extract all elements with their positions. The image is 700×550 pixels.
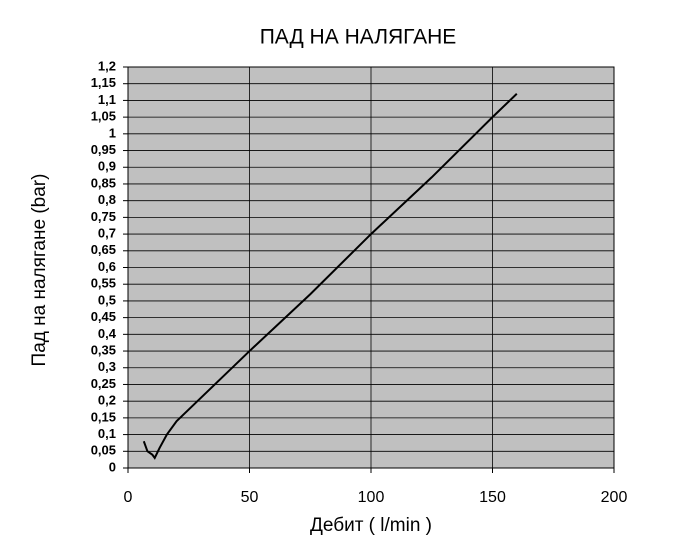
y-tick-label: 0 — [109, 459, 116, 474]
chart-title: ПАД НА НАЛЯГАНЕ — [260, 26, 457, 49]
x-tick-label: 150 — [479, 489, 506, 506]
y-tick-label: 0,75 — [91, 209, 116, 224]
x-tick-label: 200 — [601, 489, 628, 506]
y-tick-label: 0,15 — [91, 409, 116, 424]
y-tick-label: 1,15 — [91, 75, 116, 90]
y-tick-label: 0,65 — [91, 242, 116, 257]
y-tick-label: 0,3 — [98, 359, 116, 374]
line — [142, 93, 518, 460]
y-tick-label: 0,2 — [98, 393, 116, 408]
x-tick-label: 100 — [358, 489, 385, 506]
x-tick-label: 0 — [124, 489, 133, 506]
y-tick-label: 1,05 — [91, 109, 116, 124]
y-tick-label: 0,7 — [98, 226, 116, 241]
x-axis-label: Дебит ( l/min ) — [310, 515, 432, 536]
y-tick-label: 0,45 — [91, 309, 116, 324]
y-tick-label: 0,5 — [98, 292, 116, 307]
y-tick-label: 0,55 — [91, 276, 116, 291]
y-tick-label: 0,95 — [91, 142, 116, 157]
y-tick-label: 0,25 — [91, 376, 116, 391]
y-tick-label: 0,85 — [91, 175, 116, 190]
y-tick-label: 0,4 — [98, 326, 117, 341]
y-tick-label: 0,8 — [98, 192, 116, 207]
y-tick-label: 0,1 — [98, 426, 116, 441]
y-tick-label: 0,35 — [91, 342, 116, 357]
y-tick-label: 1,2 — [98, 58, 116, 73]
x-tick-label: 50 — [241, 489, 259, 506]
y-tick-label: 1 — [109, 125, 116, 140]
y-tick-label: 1,1 — [98, 92, 116, 107]
y-tick-label: 0,6 — [98, 259, 116, 274]
y-tick-label: 0,9 — [98, 159, 116, 174]
y-tick-label: 0,05 — [91, 443, 116, 458]
y-axis-label: Пад на налягане (bar) — [29, 174, 50, 367]
